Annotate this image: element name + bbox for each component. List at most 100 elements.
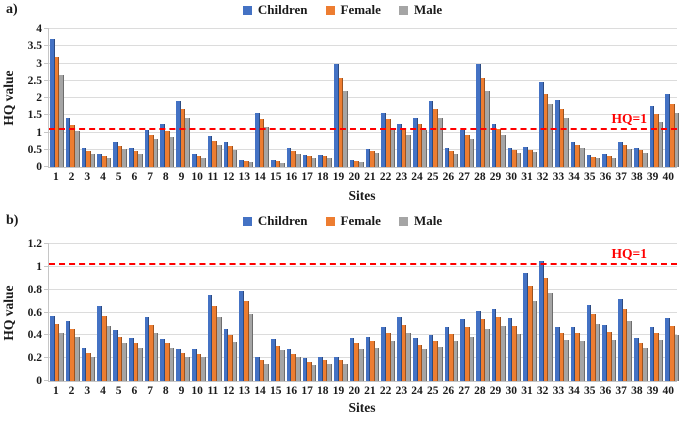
x-tick-label: 24 xyxy=(411,171,423,183)
site-group-13 xyxy=(238,290,254,381)
bar-children-site-35 xyxy=(586,154,592,167)
bar-female-site-12 xyxy=(228,335,233,381)
x-tick-label: 33 xyxy=(552,385,565,397)
bar-female-site-23 xyxy=(401,325,407,381)
bar-children-site-4 xyxy=(97,153,102,167)
bar-male-site-20 xyxy=(359,349,364,381)
y-tick-label: 0.4 xyxy=(27,329,42,342)
gridline xyxy=(49,62,677,64)
bar-female-site-29 xyxy=(496,317,502,381)
x-axis-ticks-b: 1 2 3 4 5 6 7 8 9 10 11 12 13 14 15 16 17 18 19 20 21 22 23 24 2… xyxy=(48,385,676,397)
y-tick-mark xyxy=(44,79,49,81)
bar-children-site-12 xyxy=(223,142,229,167)
site-group-1 xyxy=(49,39,65,167)
site-group-2 xyxy=(65,118,81,167)
bar-children-site-19 xyxy=(334,64,339,167)
y-tick-mark xyxy=(44,380,49,381)
bar-male-site-34 xyxy=(579,341,585,381)
bar-children-site-40 xyxy=(665,318,671,381)
x-tick-label: 37 xyxy=(615,171,627,183)
bar-female-site-5 xyxy=(117,336,123,381)
bar-children-site-27 xyxy=(460,130,465,167)
bar-male-site-6 xyxy=(138,347,143,381)
bar-female-site-20 xyxy=(354,343,360,381)
bar-children-site-17 xyxy=(302,358,308,381)
bar-children-site-36 xyxy=(602,154,607,167)
bar-children-site-36 xyxy=(602,325,607,381)
bar-male-site-40 xyxy=(674,112,680,167)
bar-female-site-22 xyxy=(386,119,391,167)
bar-children-site-26 xyxy=(444,148,450,167)
bar-female-site-16 xyxy=(291,150,296,167)
bar-female-site-24 xyxy=(417,124,423,167)
site-group-17 xyxy=(302,358,318,381)
legend-label: Children xyxy=(257,2,308,17)
bar-female-site-36 xyxy=(606,156,612,167)
legend-label: Male xyxy=(413,213,443,228)
bar-male-site-32 xyxy=(548,293,553,381)
plot-area-a: 0 0.5 1 1.5 2 2.5 3 3.5 4 HQ=1 xyxy=(28,23,680,173)
site-group-10 xyxy=(191,349,207,381)
gridline xyxy=(49,265,677,267)
site-group-16 xyxy=(286,148,302,167)
site-group-32 xyxy=(538,261,554,381)
site-group-7 xyxy=(144,130,160,167)
bar-children-site-6 xyxy=(128,337,134,381)
x-tick-label: 14 xyxy=(254,385,266,397)
bar-female-site-27 xyxy=(464,135,470,167)
site-group-32 xyxy=(538,82,554,167)
y-tick-label: 0 xyxy=(36,375,42,387)
bar-children-site-26 xyxy=(444,327,450,381)
x-tick-label: 5 xyxy=(115,171,122,183)
site-group-6 xyxy=(128,337,144,381)
site-group-8 xyxy=(159,124,175,167)
bar-children-site-2 xyxy=(65,118,71,167)
y-tick-label: 0.6 xyxy=(27,306,42,319)
x-tick-label: 29 xyxy=(489,385,502,397)
bar-children-site-30 xyxy=(507,318,513,381)
bar-children-site-13 xyxy=(239,159,244,167)
bar-children-site-40 xyxy=(665,93,671,167)
bar-female-site-26 xyxy=(449,151,454,167)
bar-children-site-27 xyxy=(460,319,465,381)
bar-female-site-6 xyxy=(133,343,139,381)
bar-female-site-34 xyxy=(575,145,580,167)
x-tick-label: 40 xyxy=(662,171,675,183)
hq-reference-line xyxy=(49,127,677,130)
bar-children-site-14 xyxy=(255,357,260,381)
bar-male-site-33 xyxy=(564,118,569,167)
legend-item-female: Female xyxy=(325,2,381,18)
x-tick-label: 22 xyxy=(379,171,392,183)
legend-label: Children xyxy=(257,213,308,228)
bar-children-site-30 xyxy=(507,148,513,167)
x-tick-label: 14 xyxy=(254,171,266,183)
bar-male-site-29 xyxy=(501,326,506,381)
site-group-31 xyxy=(522,272,538,381)
site-group-6 xyxy=(128,148,144,167)
bar-children-site-39 xyxy=(649,105,655,167)
y-tick-label: 4 xyxy=(36,23,42,35)
bar-male-site-18 xyxy=(327,158,333,167)
site-group-38 xyxy=(633,148,649,167)
x-tick-label: 6 xyxy=(131,171,138,183)
bar-female-site-1 xyxy=(54,57,60,167)
bar-children-site-25 xyxy=(428,335,434,381)
bar-female-site-3 xyxy=(86,151,91,167)
bar-male-site-18 xyxy=(327,363,333,381)
bar-female-site-21 xyxy=(370,150,375,167)
site-group-9 xyxy=(175,349,191,381)
bar-female-site-33 xyxy=(559,333,565,381)
bar-children-site-35 xyxy=(586,304,592,381)
bar-children-site-28 xyxy=(476,311,481,381)
bar-female-site-28 xyxy=(480,319,486,381)
bar-male-site-14 xyxy=(264,126,269,167)
bar-children-site-8 xyxy=(160,124,166,167)
bar-male-site-39 xyxy=(658,339,664,381)
bar-children-site-16 xyxy=(286,349,292,381)
bar-male-site-17 xyxy=(311,158,317,167)
bar-children-site-37 xyxy=(618,298,623,381)
bar-male-site-1 xyxy=(59,74,64,167)
bar-female-site-19 xyxy=(338,77,344,167)
bar-male-site-20 xyxy=(359,162,364,167)
bar-male-site-2 xyxy=(74,130,80,167)
